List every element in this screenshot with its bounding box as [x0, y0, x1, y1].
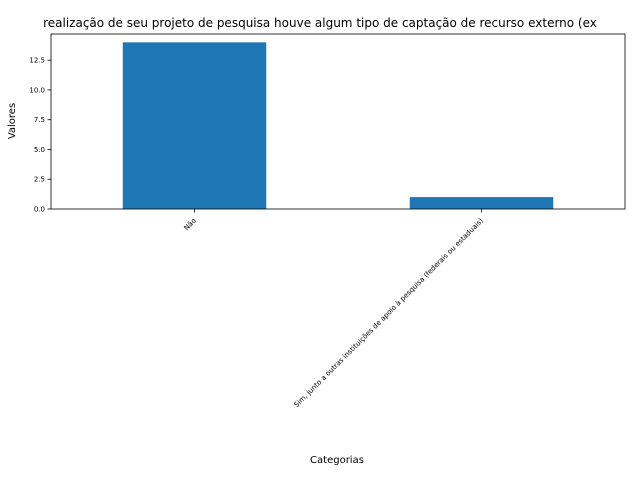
y-axis-label: Valores [7, 103, 18, 139]
chart-title: realização de seu projeto de pesquisa ho… [43, 16, 597, 30]
bar-0 [122, 42, 267, 210]
axes-frame [50, 33, 626, 210]
y-tick-label-1: 2.5 [34, 176, 45, 184]
y-tick-label-4: 10.0 [29, 86, 45, 94]
plot-area: 0.0 2.5 5.0 7.5 10.0 12.5 Não Sim, junto a outr… [29, 33, 626, 409]
y-tick-label-5: 12.5 [29, 57, 45, 65]
chart-title-group: realização de seu projeto de pesquisa ho… [43, 16, 597, 30]
y-tick-label-3: 7.5 [34, 116, 45, 124]
x-tick-label-1: Sim, junto a outras instituições de apoi… [293, 217, 485, 409]
y-tick-label-0: 0.0 [34, 206, 45, 214]
bar-1 [409, 197, 554, 209]
x-tick-label-0: Não [182, 217, 197, 232]
x-axis-label: Categorias [310, 455, 364, 466]
y-tick-label-2: 5.0 [34, 146, 45, 154]
